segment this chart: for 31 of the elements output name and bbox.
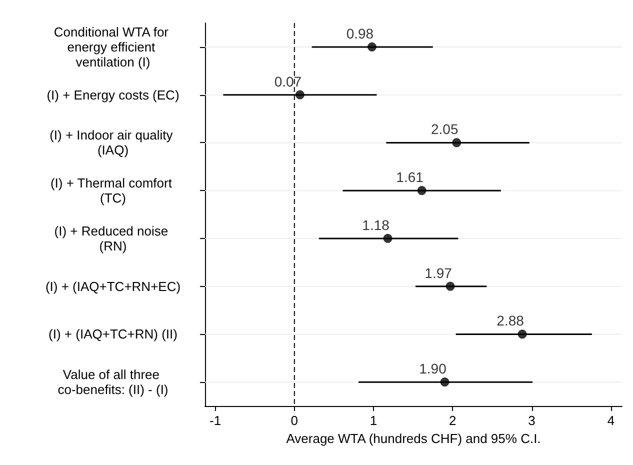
y-tick-label: (I) + Reduced noise (RN)	[54, 223, 172, 254]
data-label: 1.90	[419, 360, 447, 377]
point	[446, 282, 455, 291]
point	[383, 234, 392, 243]
data-label: 2.88	[496, 312, 524, 329]
x-tick-label: 2	[449, 413, 456, 428]
y-tick-label: (I) + Energy costs (EC)	[46, 87, 180, 102]
point	[367, 42, 376, 52]
x-tick-label: -1	[210, 413, 222, 428]
y-tick-label: (I) + (IAQ+TC+RN+EC)	[45, 278, 181, 294]
data-label: 1.61	[396, 169, 424, 186]
x-axis-title: Average WTA (hundreds CHF) and 95% C.I.	[286, 431, 541, 446]
data-label: 0.98	[346, 25, 374, 42]
y-tick-label: Value of all three co-benefits: (II) - (I)	[58, 367, 168, 398]
point	[452, 138, 462, 148]
data-label: 2.05	[431, 121, 458, 138]
y-tick-label: (I) + (IAQ+TC+RN) (II)	[48, 326, 178, 342]
data-label: 1.97	[424, 264, 452, 281]
point	[518, 330, 527, 339]
x-tick-label: 1	[370, 413, 378, 428]
data-label: 1.18	[362, 216, 390, 233]
y-tick-label: (I) + Indoor air quality (IAQ)	[50, 128, 176, 158]
point	[440, 378, 450, 387]
point	[417, 186, 426, 196]
point	[295, 90, 304, 100]
x-tick-label: 4	[607, 413, 615, 428]
y-tick-label: Conditional WTA for energy efficient ventilation (I)	[54, 24, 172, 70]
x-tick-label: 3	[528, 413, 536, 428]
y-tick-label: (I) + Thermal comfort (TC)	[50, 176, 176, 206]
x-tick-label: 0	[290, 413, 298, 428]
data-label: 0.07	[274, 73, 302, 90]
